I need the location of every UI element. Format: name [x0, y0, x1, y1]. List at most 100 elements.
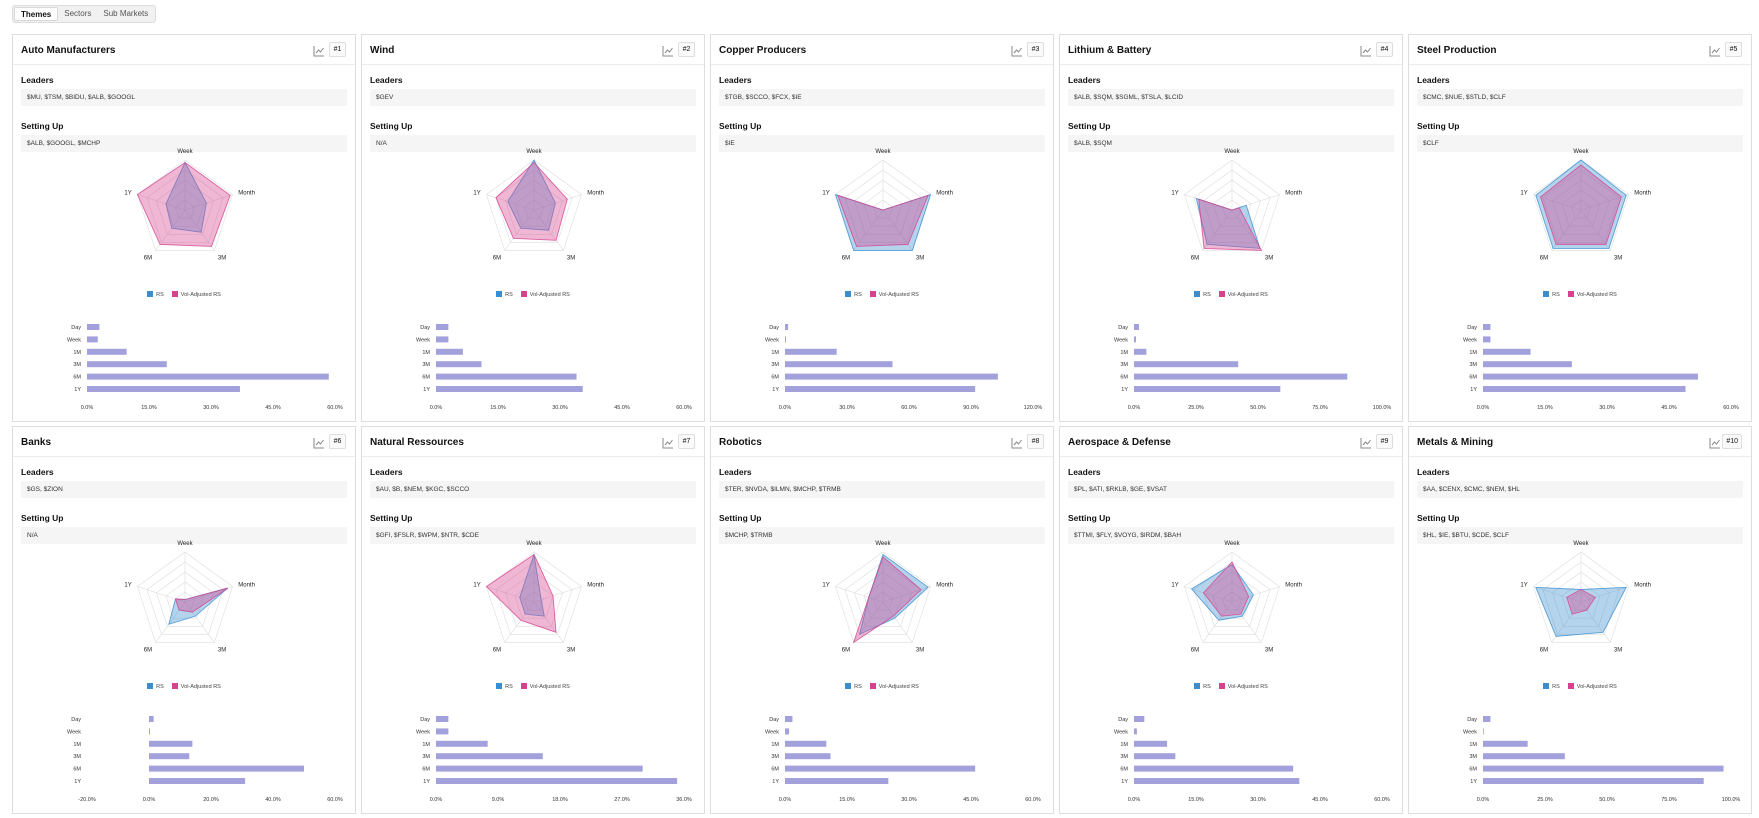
bar-3m [1483, 361, 1572, 368]
line-chart-icon[interactable] [1011, 44, 1023, 57]
radar-grid-ring [514, 581, 554, 619]
leaders-label: Leaders [1417, 467, 1450, 477]
legend-item-vol-adjusted-rs[interactable]: Vol-Adjusted RS [1218, 291, 1268, 298]
tab-themes[interactable]: Themes [14, 7, 59, 21]
x-axis-tick-label: 100.0% [1722, 797, 1741, 803]
line-chart-icon[interactable] [662, 436, 674, 449]
bar-6m [785, 765, 976, 772]
radar-grid-ring [1193, 561, 1271, 635]
x-axis-tick-label: 0.0% [1477, 405, 1490, 411]
radar-spoke [882, 209, 913, 251]
x-axis-tick-label: 30.0% [839, 405, 855, 411]
bar-category-label: 3M [422, 754, 430, 760]
leaders-tickers: $CMC, $NUE, $STLD, $CLF [1417, 89, 1743, 106]
x-axis-tick-label: 45.0% [614, 405, 630, 411]
bar-1y [1483, 386, 1686, 392]
radar-axis-label: 6M [1540, 647, 1548, 653]
legend-item-vol-adjusted-rs[interactable]: Vol-Adjusted RS [171, 683, 221, 690]
bar-category-label: Week [1114, 729, 1128, 735]
legend-item-rs[interactable]: RS [147, 683, 164, 690]
performance-bar-chart: Day Week 1M 3M 6M 1Y 0.0% 25.0% 50.0% 75.0% 100.0% [1463, 716, 1741, 803]
vol-adjusted-swatch [869, 683, 876, 689]
bar-category-label: 1Y [772, 387, 779, 393]
legend-item-rs[interactable]: RS [845, 683, 862, 690]
line-chart-icon[interactable] [1360, 436, 1372, 449]
line-chart-icon[interactable] [1360, 44, 1372, 57]
radar-grid-ring [873, 199, 893, 219]
tab-sub-markets[interactable]: Sub Markets [103, 9, 149, 18]
card-header: Lithium & Battery #4 [1060, 35, 1402, 65]
radar-series-vol-adjusted-rs [1202, 561, 1250, 617]
radar-axis-label: 1Y [1520, 583, 1527, 589]
bar-6m [436, 373, 577, 380]
legend-item-rs[interactable]: RS [1543, 291, 1560, 298]
legend-item-rs[interactable]: RS [1543, 683, 1560, 690]
rs-swatch [147, 291, 154, 297]
leaders-tickers: $PL, $ATI, $RKLB, $GE, $VSAT [1068, 481, 1394, 498]
radar-axis-label: 6M [1540, 255, 1548, 261]
legend-item-rs[interactable]: RS [845, 291, 862, 298]
line-chart-icon[interactable] [1709, 44, 1721, 57]
radar-series-rs [507, 159, 556, 231]
radar-axis-label: 3M [1265, 647, 1273, 653]
rs-swatch [1194, 683, 1201, 689]
line-chart-icon[interactable] [1011, 436, 1023, 449]
legend-item-rs[interactable]: RS [1194, 683, 1211, 690]
rank-badge: #7 [678, 434, 695, 449]
line-chart-icon[interactable] [313, 436, 325, 449]
radar-spoke [882, 586, 931, 603]
radar-spoke [835, 586, 884, 603]
radar-axis-label: Week [875, 541, 891, 547]
legend-item-vol-adjusted-rs[interactable]: Vol-Adjusted RS [520, 683, 570, 690]
setting-up-label: Setting Up [1417, 513, 1460, 523]
line-chart-icon[interactable] [313, 44, 325, 57]
bar-category-label: 1Y [423, 779, 430, 785]
bar-1y [785, 778, 889, 784]
leaders-tickers: $GS, $ZION [21, 481, 347, 498]
bar-3m [436, 753, 543, 760]
bar-category-label: Day [420, 325, 430, 331]
line-chart-icon[interactable] [1709, 436, 1721, 449]
legend-item-vol-adjusted-rs[interactable]: Vol-Adjusted RS [1567, 291, 1617, 298]
chart-legend: RS Vol-Adjusted RS [711, 291, 1053, 298]
leaders-label: Leaders [1068, 467, 1101, 477]
radar-chart: Week Month 3M 6M 1Y [473, 149, 604, 261]
chart-legend: RS Vol-Adjusted RS [711, 683, 1053, 690]
setting-up-label: Setting Up [719, 513, 762, 523]
bar-week [436, 728, 449, 735]
radar-series-vol-adjusted-rs [174, 587, 229, 613]
radar-grid-ring [146, 169, 224, 243]
x-axis-tick-label: 60.0% [676, 405, 692, 411]
radar-spoke [533, 194, 582, 211]
legend-item-vol-adjusted-rs[interactable]: Vol-Adjusted RS [520, 291, 570, 298]
bar-category-label: Week [765, 337, 779, 343]
tab-sectors[interactable]: Sectors [64, 9, 92, 18]
radar-axis-label: Month [587, 191, 604, 197]
radar-grid-ring [863, 189, 903, 227]
radar-grid-ring [175, 199, 195, 219]
legend-item-vol-adjusted-rs[interactable]: Vol-Adjusted RS [1567, 683, 1617, 690]
radar-axis-label: Week [1573, 541, 1589, 547]
leaders-tickers: $TGB, $SCCO, $FCX, $IE [719, 89, 1045, 106]
bar-category-label: 6M [1120, 375, 1128, 381]
radar-series-rs [1190, 563, 1254, 621]
radar-grid-ring [495, 561, 573, 635]
legend-item-vol-adjusted-rs[interactable]: Vol-Adjusted RS [1218, 683, 1268, 690]
bar-category-label: Week [1463, 729, 1477, 735]
legend-item-rs[interactable]: RS [147, 291, 164, 298]
vol-adjusted-swatch [171, 291, 178, 297]
setting-up-tickers: $GFI, $FSLR, $WPM, $NTR, $CDE [370, 527, 696, 544]
legend-item-rs[interactable]: RS [1194, 291, 1211, 298]
card-header: Natural Ressources #7 [362, 427, 704, 457]
x-axis-tick-label: 0.0% [779, 797, 792, 803]
line-chart-icon[interactable] [662, 44, 674, 57]
card-title: Aerospace & Defense [1068, 437, 1171, 448]
legend-item-vol-adjusted-rs[interactable]: Vol-Adjusted RS [869, 683, 919, 690]
legend-item-rs[interactable]: RS [496, 291, 513, 298]
legend-item-vol-adjusted-rs[interactable]: Vol-Adjusted RS [171, 291, 221, 298]
legend-item-rs[interactable]: RS [496, 683, 513, 690]
performance-bar-chart: Day Week 1M 3M 6M 1Y 0.0% 15.0% 30.0% 45.0% 60.0% [416, 324, 692, 411]
legend-item-vol-adjusted-rs[interactable]: Vol-Adjusted RS [869, 291, 919, 298]
vol-adjusted-swatch [1218, 683, 1225, 689]
bar-1m [1483, 348, 1531, 355]
